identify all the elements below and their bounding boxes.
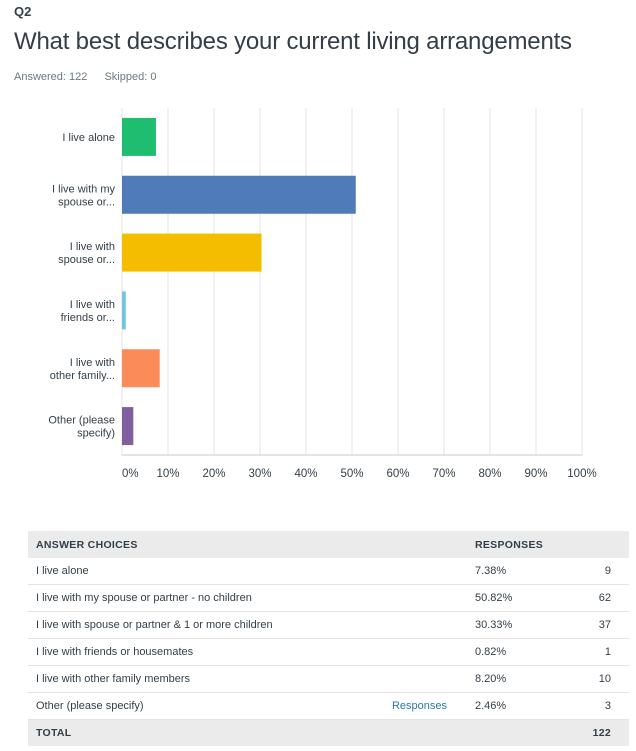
answer-choice: I live alone (28, 558, 329, 585)
bar (122, 291, 126, 330)
question-number: Q2 (14, 4, 32, 19)
total-label: TOTAL (28, 719, 329, 746)
tick-label: 80% (478, 468, 501, 480)
bar (122, 407, 134, 446)
answer-choice: I live with friends or housemates (28, 638, 329, 666)
category-label: Other (please (48, 415, 115, 427)
category-label: spouse or... (58, 254, 115, 266)
answer-choice: I live with my spouse or partner - no ch… (28, 584, 329, 612)
response-meta: Answered: 122 Skipped: 0 (14, 71, 170, 83)
bar (122, 175, 356, 214)
table-row: Other (please specify) Responses 2.46% 3 (28, 692, 629, 720)
skipped-count: Skipped: 0 (104, 71, 157, 83)
table-row: I live with other family members 8.20% 1… (28, 665, 629, 693)
table-header-row: ANSWER CHOICES RESPONSES (28, 531, 629, 558)
responses-table: ANSWER CHOICES RESPONSES I live alone 7.… (28, 531, 629, 746)
category-label: I live with my (52, 183, 115, 195)
response-count: 9 (563, 558, 629, 585)
tick-label: 20% (202, 468, 225, 480)
tick-label: 10% (156, 468, 179, 480)
category-label: I live with (70, 299, 115, 311)
response-count: 62 (563, 584, 629, 612)
header-responses: RESPONSES (467, 531, 629, 558)
responses-link (329, 558, 467, 585)
tick-label: 90% (524, 468, 547, 480)
response-percent: 2.46% (467, 692, 563, 720)
category-label: other family... (50, 370, 115, 382)
responses-link (329, 611, 467, 639)
table-row: I live alone 7.38% 9 (28, 558, 629, 585)
tick-label: 30% (248, 468, 271, 480)
bar (122, 349, 160, 388)
total-row: TOTAL 122 (28, 719, 629, 746)
answer-choice: I live with other family members (28, 665, 329, 693)
category-label: I live with (70, 357, 115, 369)
category-label: specify) (77, 428, 115, 440)
category-label: I live with (70, 241, 115, 253)
header-answer-choices: ANSWER CHOICES (28, 531, 329, 558)
category-label: I live alone (62, 132, 115, 144)
responses-link[interactable]: Responses (329, 692, 467, 720)
response-count: 3 (563, 692, 629, 720)
tick-label: 100% (567, 468, 596, 480)
table-row: I live with my spouse or partner - no ch… (28, 584, 629, 612)
tick-label: 40% (294, 468, 317, 480)
tick-label: 0% (122, 468, 139, 480)
total-spacer (467, 719, 563, 746)
tick-label: 70% (432, 468, 455, 480)
category-label: spouse or... (58, 196, 115, 208)
answered-count: Answered: 122 (14, 71, 88, 83)
response-count: 37 (563, 611, 629, 639)
responses-link (329, 665, 467, 693)
response-percent: 50.82% (467, 584, 563, 612)
response-count: 1 (563, 638, 629, 666)
total-count: 122 (563, 719, 629, 746)
responses-link (329, 638, 467, 666)
header-spacer (329, 531, 467, 558)
table-row: I live with spouse or partner & 1 or mor… (28, 611, 629, 639)
response-percent: 8.20% (467, 665, 563, 693)
table-row: I live with friends or housemates 0.82% … (28, 638, 629, 666)
response-percent: 0.82% (467, 638, 563, 666)
question-title: What best describes your current living … (14, 28, 572, 55)
category-label: friends or... (61, 312, 115, 324)
total-spacer (329, 719, 467, 746)
bar (122, 117, 156, 156)
tick-label: 50% (340, 468, 363, 480)
response-count: 10 (563, 665, 629, 693)
response-percent: 7.38% (467, 558, 563, 585)
answer-choice: I live with spouse or partner & 1 or mor… (28, 611, 329, 639)
response-percent: 30.33% (467, 611, 563, 639)
bar (122, 233, 262, 272)
responses-link (329, 584, 467, 612)
tick-label: 60% (386, 468, 409, 480)
answer-choice: Other (please specify) (28, 692, 329, 720)
